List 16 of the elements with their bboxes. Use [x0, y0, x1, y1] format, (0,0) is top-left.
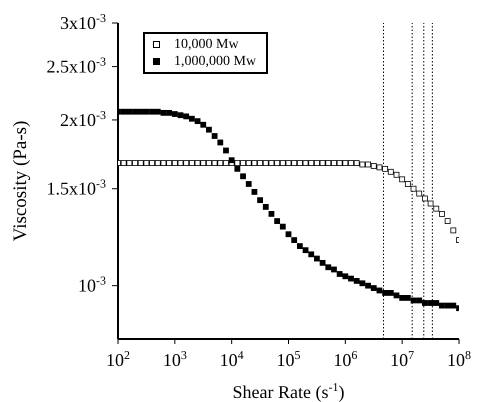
x-axis-title: Shear Rate (s$^{-1}$) [232, 380, 344, 402]
y-tick-label: 10$^{-3}$ [78, 274, 106, 296]
x-tick-label: 10$^{5}$ [276, 348, 300, 370]
y-axis-title: Viscosity (Pa-s) [10, 120, 31, 242]
x-tick-label: 10$^{8}$ [447, 348, 471, 370]
y-tick-label: 2.5x10$^{-3}$ [46, 54, 106, 77]
x-tick-label: 10$^{2}$ [106, 348, 130, 370]
x-tick-label: 10$^{4}$ [220, 348, 244, 370]
legend-label: 10,000 Mw [174, 36, 239, 53]
x-tick-label: 10$^{7}$ [390, 348, 414, 370]
y-tick-label: 2x10$^{-3}$ [60, 108, 106, 130]
y-tick-label: 3x10$^{-3}$ [60, 11, 106, 33]
y-tick-label: 1.5x10$^{-3}$ [46, 176, 106, 199]
x-tick-label: 10$^{6}$ [333, 348, 358, 370]
x-tick-label: 10$^{3}$ [162, 348, 187, 370]
legend-label: 1,000,000 Mw [174, 53, 256, 70]
